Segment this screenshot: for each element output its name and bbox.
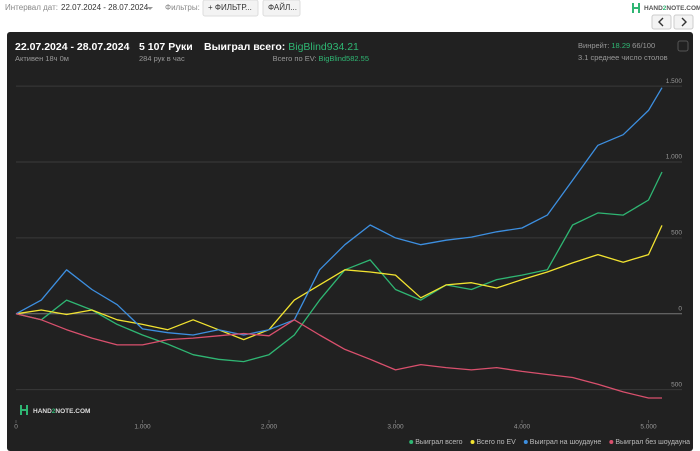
x-tick-label: 2.000 [261, 424, 278, 431]
date-label: Интервал дат: [5, 3, 58, 12]
toolbar [0, 0, 700, 31]
watermark-part: HAND [33, 408, 52, 415]
series-line [15, 87, 663, 336]
legend-swatch [523, 440, 528, 444]
filter-button-label[interactable]: + ФИЛЬТР... [208, 3, 252, 12]
file-button-label[interactable]: ФАЙЛ... [268, 3, 297, 12]
next-button[interactable] [673, 14, 694, 30]
filters-label: Фильтры: [165, 3, 200, 12]
logo-part: HAND [644, 5, 663, 12]
y-tick-label: 1.000 [666, 154, 683, 161]
y-tick-label: 500 [671, 230, 682, 237]
tables: 3.1 среднее число столов [578, 53, 668, 62]
prev-icon[interactable] [658, 17, 664, 27]
logo-icon [632, 3, 640, 13]
series-line [15, 313, 662, 399]
dropdown-arrow[interactable] [147, 7, 153, 10]
hands-per-hour: 284 рук в час [139, 54, 185, 63]
legend-label: Всего по EV [477, 439, 517, 446]
filter-button[interactable] [202, 0, 259, 17]
series-line [15, 225, 663, 341]
x-tick-label: 1.000 [134, 424, 151, 431]
logo-part: 2 [663, 5, 667, 12]
chart: 500 0 500 1.000 1.500 0 1.000 2.000 3.000 4.000 5.… [14, 78, 690, 446]
y-tick-label: 1.500 [666, 78, 683, 85]
watermark-part: NOTE.COM [55, 408, 90, 415]
winrate-unit: 66/100 [632, 41, 655, 50]
logo-part: NOTE.COM [666, 5, 700, 12]
watermark-part: 2 [52, 408, 56, 415]
legend-swatch [609, 440, 614, 444]
settings-icon[interactable] [677, 40, 689, 52]
file-button[interactable] [262, 0, 301, 17]
legend-label: Выиграл всего [415, 439, 462, 446]
watermark: HAND2NOTE.COM [33, 408, 90, 415]
x-tick-label: 4.000 [514, 424, 531, 431]
ev-total: Всего по EV: BigBlind582.55 [273, 54, 369, 63]
winrate-value: 18.29 [611, 41, 630, 50]
y-tick-label: 500 [671, 381, 682, 388]
x-tick-label: 0 [14, 424, 18, 431]
legend-swatch [409, 440, 414, 444]
legend-label: Выиграл без шоудауна [615, 438, 690, 446]
y-tick-label: 0 [678, 305, 682, 312]
watermark-icon [20, 405, 28, 415]
prev-button[interactable] [651, 14, 672, 30]
won-label: Выиграл всего: [204, 41, 285, 53]
x-tick-label: 3.000 [387, 424, 404, 431]
date-range[interactable]: 22.07.2024 - 28.07.2024 [61, 3, 149, 12]
active-time: Активен 18ч 0м [15, 54, 69, 63]
legend-swatch [470, 440, 475, 444]
logo: HAND2NOTE.COM [644, 5, 700, 12]
winrate-label: Винрейт: [578, 41, 609, 50]
hands: 5 107 Руки [139, 41, 193, 53]
next-icon[interactable] [681, 17, 687, 27]
winrate: Винрейт: 18.29 66/100 [578, 41, 655, 50]
x-tick-label: 5.000 [640, 424, 657, 431]
won-total: Выиграл всего: BigBlind934.21 [204, 41, 359, 53]
period: 22.07.2024 - 28.07.2024 [15, 41, 130, 53]
legend-label: Выиграл на шоудауне [530, 439, 602, 446]
ev-value: BigBlind582.55 [319, 54, 369, 63]
ev-label: Всего по EV: [273, 54, 317, 63]
won-value: BigBlind934.21 [288, 41, 359, 53]
